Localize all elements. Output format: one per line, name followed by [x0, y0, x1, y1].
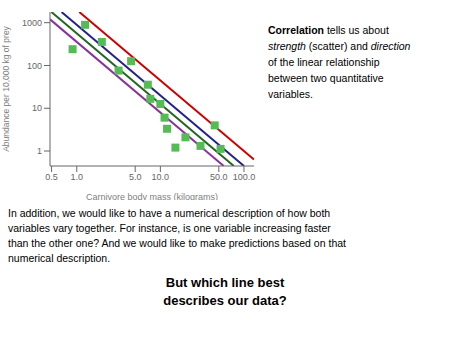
- svg-text:10: 10: [32, 103, 42, 113]
- svg-text:1.0: 1.0: [70, 172, 83, 182]
- svg-text:5.0: 5.0: [129, 172, 142, 182]
- html-text:describes our data?: describes our data?: [163, 293, 287, 308]
- svg-text:1000: 1000: [22, 18, 42, 28]
- svg-text:100: 100: [27, 61, 42, 71]
- html-text:of the linear relationship: of the linear relationship: [268, 56, 380, 68]
- svg-text:10.0: 10.0: [152, 172, 170, 182]
- svg-text:50.0: 50.0: [210, 172, 228, 182]
- svg-text:Carnivore body mass (kilograms: Carnivore body mass (kilograms): [86, 192, 218, 200]
- html-text:strength (scatter) and directi: strength (scatter) and direction: [268, 40, 411, 52]
- html-text:Correlation tells us about: Correlation tells us about: [268, 24, 389, 36]
- svg-text:0.5: 0.5: [45, 172, 58, 182]
- html-text:In addition, we would like to: In addition, we would like to have a num…: [8, 207, 331, 219]
- svg-text:Abundance per 10,000 kg of pre: Abundance per 10,000 kg of prey: [8, 25, 11, 151]
- html-text:variables.: variables.: [268, 88, 313, 100]
- html-text:variables vary together. For i: variables vary together. For instance, i…: [8, 222, 331, 234]
- html-text:But which line best: But which line best: [165, 275, 285, 290]
- html-text:numerical description.: numerical description.: [8, 252, 111, 264]
- html-text:than the other one? And we wou: than the other one? And we would like to…: [8, 237, 346, 249]
- svg-text:1: 1: [37, 146, 42, 156]
- html-text:between two quantitative: between two quantitative: [268, 72, 384, 84]
- svg-text:100.0: 100.0: [233, 172, 256, 182]
